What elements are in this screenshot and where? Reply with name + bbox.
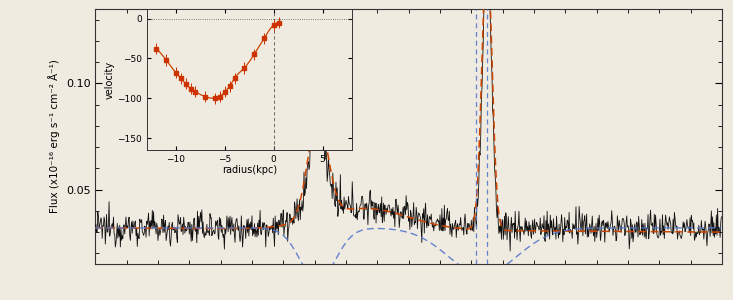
Y-axis label: Flux (x10⁻¹⁶ erg s⁻¹ cm⁻² Å⁻¹): Flux (x10⁻¹⁶ erg s⁻¹ cm⁻² Å⁻¹) [48, 60, 60, 213]
Y-axis label: velocity: velocity [104, 60, 114, 99]
X-axis label: radius(kpc): radius(kpc) [221, 165, 277, 175]
